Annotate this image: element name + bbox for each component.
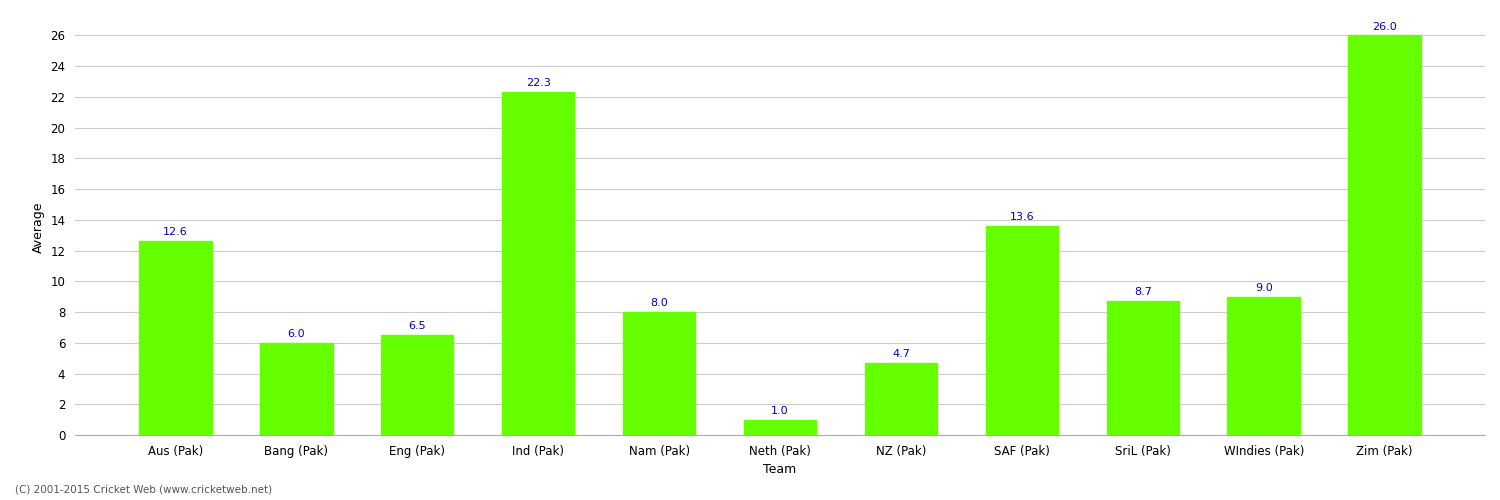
Bar: [503, 92, 574, 435]
Text: 9.0: 9.0: [1256, 283, 1272, 293]
Bar: [381, 335, 453, 435]
Text: 8.0: 8.0: [650, 298, 668, 308]
Text: 1.0: 1.0: [771, 406, 789, 416]
Bar: [622, 312, 696, 435]
Text: (C) 2001-2015 Cricket Web (www.cricketweb.net): (C) 2001-2015 Cricket Web (www.cricketwe…: [15, 485, 272, 495]
Bar: [1227, 296, 1300, 435]
Bar: [986, 226, 1058, 435]
Text: 12.6: 12.6: [164, 228, 188, 237]
Text: 4.7: 4.7: [892, 349, 910, 359]
Bar: [864, 363, 938, 435]
Text: 6.5: 6.5: [408, 322, 426, 331]
Text: 22.3: 22.3: [525, 78, 550, 88]
Y-axis label: Average: Average: [32, 202, 45, 253]
X-axis label: Team: Team: [764, 464, 796, 476]
Bar: [1348, 36, 1420, 435]
Text: 13.6: 13.6: [1010, 212, 1034, 222]
Bar: [1107, 302, 1179, 435]
Bar: [140, 242, 212, 435]
Text: 8.7: 8.7: [1134, 288, 1152, 298]
Text: 6.0: 6.0: [288, 329, 304, 339]
Bar: [260, 343, 333, 435]
Text: 26.0: 26.0: [1372, 22, 1396, 32]
Bar: [744, 420, 816, 435]
